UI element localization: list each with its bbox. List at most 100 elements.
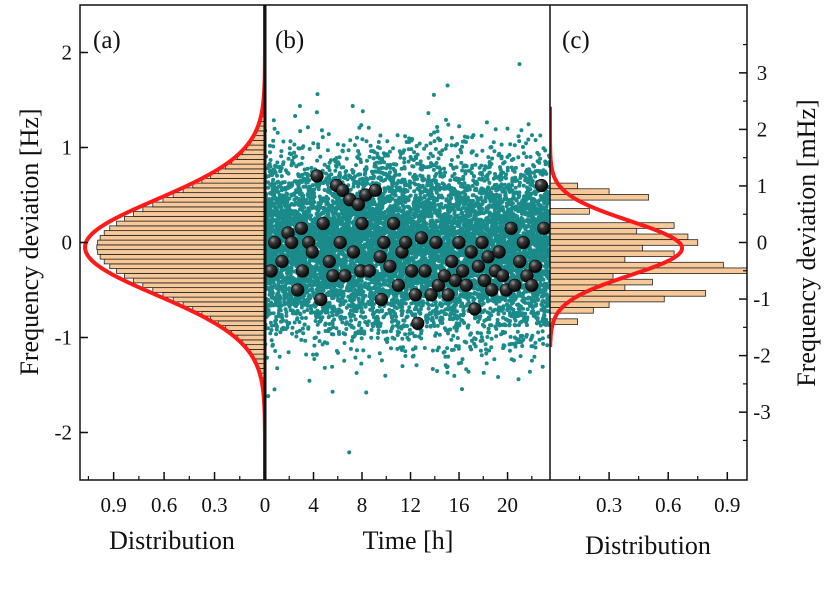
raw-point (540, 294, 545, 299)
raw-point (413, 334, 418, 339)
raw-point (446, 331, 450, 336)
raw-point (266, 394, 271, 399)
raw-point (402, 160, 407, 165)
raw-point (305, 125, 310, 130)
raw-point (316, 330, 321, 335)
hist-bar-a (231, 329, 265, 336)
raw-point (391, 146, 395, 151)
hist-bar-a (182, 187, 265, 194)
hist-bar-a (201, 310, 265, 317)
raw-point (462, 134, 467, 139)
raw-point (496, 375, 501, 379)
panel-a: 210-1-20.9 0.6 0.3 (a) Distribution Freque… (15, 5, 265, 555)
raw-point (428, 323, 433, 328)
raw-point (327, 314, 332, 319)
raw-point (471, 174, 476, 179)
raw-point (541, 341, 546, 346)
raw-point (330, 364, 335, 369)
raw-point (342, 341, 347, 345)
raw-point (482, 178, 487, 183)
raw-point (492, 149, 497, 154)
raw-point (485, 335, 490, 339)
raw-point (524, 332, 529, 337)
raw-point (311, 141, 316, 146)
raw-point (508, 142, 513, 147)
raw-point (400, 364, 405, 369)
raw-point (326, 132, 331, 137)
raw-point (290, 331, 295, 336)
raw-point (307, 378, 312, 383)
raw-point (285, 325, 290, 330)
raw-point (512, 335, 517, 340)
hist-bar-a (236, 154, 265, 160)
raw-point (533, 174, 538, 179)
raw-point (283, 307, 288, 312)
raw-point (389, 319, 394, 324)
raw-point (309, 213, 313, 218)
raw-point (545, 343, 550, 348)
hist-bar-a (99, 253, 265, 260)
hist-bar-a (142, 206, 265, 213)
raw-point (359, 326, 364, 331)
raw-point (361, 348, 366, 353)
raw-point (462, 181, 467, 186)
raw-point (437, 207, 442, 212)
raw-point (272, 387, 277, 392)
raw-point (412, 189, 417, 194)
raw-point (290, 325, 295, 330)
raw-point (468, 344, 473, 349)
hist-bar-a (209, 315, 265, 322)
x-tick-label-a: 0.6 (151, 493, 177, 517)
raw-point (312, 357, 317, 361)
hist-bar-a (172, 296, 265, 303)
raw-point (319, 128, 324, 133)
hist-bar-a (236, 334, 265, 341)
raw-point (536, 330, 541, 335)
raw-point (479, 133, 484, 138)
y-tick-label-a: -1 (55, 326, 73, 350)
raw-point (449, 143, 454, 148)
raw-point (487, 348, 492, 353)
raw-point (286, 350, 291, 355)
raw-point (353, 174, 357, 179)
raw-point (271, 177, 276, 182)
panel-a-ylabel: Frequency deviation [Hz] (15, 108, 44, 375)
raw-point (413, 312, 418, 317)
raw-point (300, 155, 305, 160)
raw-point (316, 142, 321, 147)
hist-bar-a (124, 215, 265, 222)
raw-point (346, 303, 351, 308)
raw-point (445, 346, 450, 351)
raw-point (473, 344, 478, 349)
raw-point (287, 146, 292, 151)
raw-point (474, 153, 479, 158)
raw-point (444, 143, 449, 148)
raw-point (407, 171, 412, 176)
raw-point (496, 312, 501, 316)
raw-point (456, 178, 461, 183)
raw-point (422, 346, 427, 350)
raw-point (375, 151, 380, 156)
raw-point (398, 155, 403, 160)
hist-bar-a (132, 277, 265, 284)
raw-point (287, 196, 292, 201)
raw-point (526, 137, 531, 142)
hist-bar-a (162, 291, 265, 298)
raw-point (437, 294, 442, 299)
raw-point (479, 335, 484, 340)
raw-point (408, 179, 413, 184)
raw-point (301, 331, 306, 336)
raw-point (478, 348, 483, 353)
hist-bar-a (192, 306, 265, 312)
raw-point (304, 180, 309, 185)
raw-point (517, 139, 522, 144)
raw-point (275, 366, 280, 371)
raw-point (525, 307, 530, 312)
raw-point (495, 317, 500, 322)
raw-point (492, 357, 497, 362)
raw-point (502, 182, 507, 187)
raw-point (274, 314, 279, 319)
raw-point (497, 151, 502, 156)
raw-point (424, 324, 429, 329)
raw-point (532, 190, 537, 195)
